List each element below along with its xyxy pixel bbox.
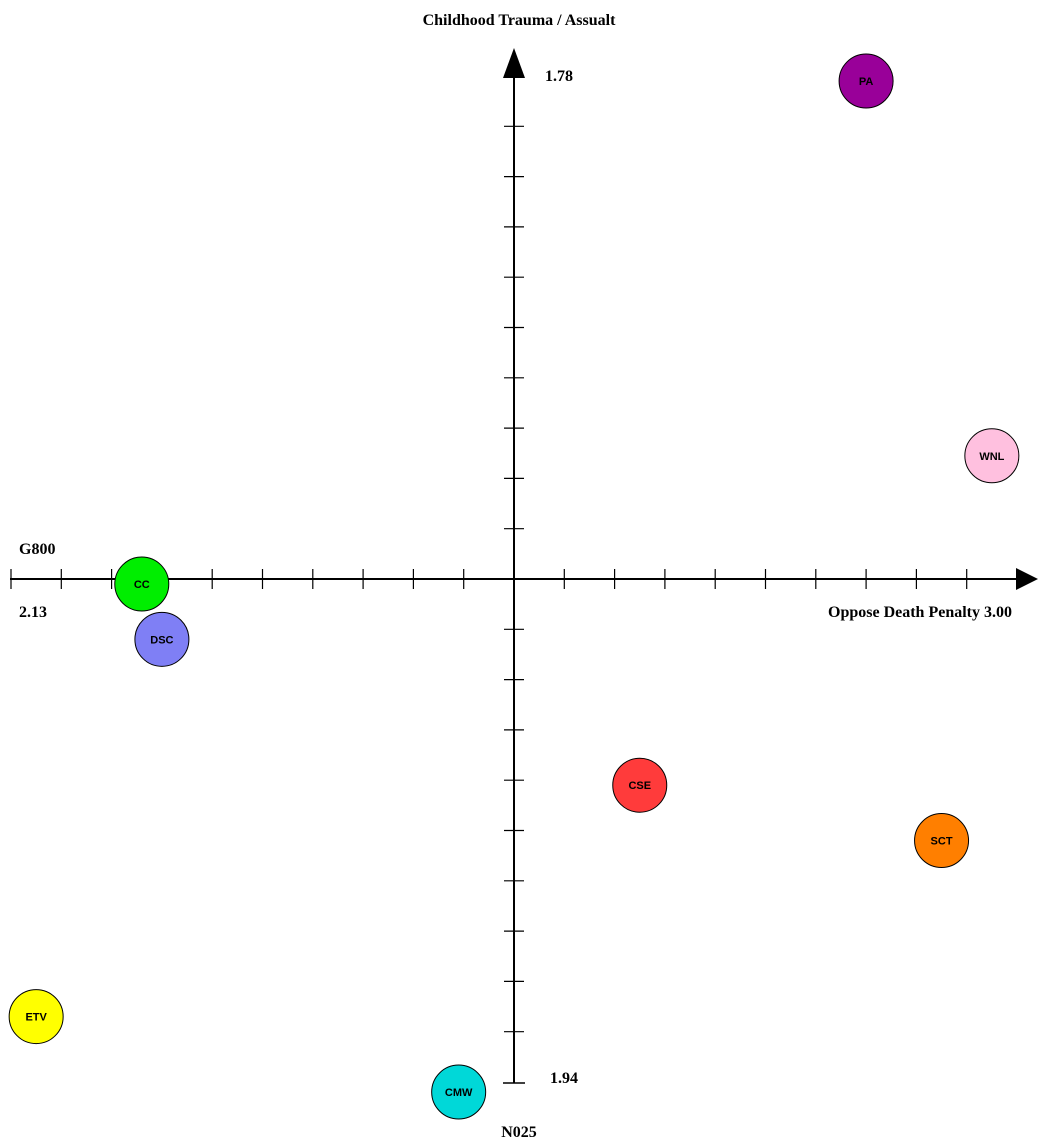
x-axis-arrow	[1016, 568, 1038, 590]
point-label: SCT	[931, 836, 953, 848]
point-marker	[114, 556, 170, 612]
x-axis-right-label: Oppose Death Penalty 3.00	[828, 604, 1012, 622]
point-label: ETV	[25, 1012, 47, 1024]
point-label: WNL	[979, 451, 1004, 463]
data-point-pa: PA	[838, 53, 894, 109]
point-marker	[838, 53, 894, 109]
data-point-sct: SCT	[914, 813, 970, 869]
y-axis-arrow	[503, 48, 525, 78]
data-point-dsc: DSC	[134, 611, 190, 667]
axes	[10, 48, 1038, 1084]
chart-title: Childhood Trauma / Assualt	[422, 12, 616, 29]
point-label: PA	[859, 76, 874, 88]
data-point-cse: CSE	[612, 757, 668, 813]
x-axis-max-label: 3.00	[984, 604, 1012, 621]
point-marker	[914, 813, 970, 869]
data-point-cmw: CMW	[431, 1064, 487, 1120]
point-marker	[431, 1064, 487, 1120]
point-label: CSE	[628, 780, 651, 792]
x-axis-name: Oppose Death Penalty	[828, 604, 980, 621]
axis-ticks	[10, 75, 1018, 1033]
data-point-etv: ETV	[8, 989, 64, 1045]
point-marker	[134, 611, 190, 667]
y-axis-max-label: 1.78	[545, 68, 573, 85]
point-marker	[964, 428, 1020, 484]
x-axis-min-label: 2.13	[19, 604, 47, 621]
point-label: CC	[134, 579, 150, 591]
data-points: PA WNL CC DSC CSE SCT ETV CMW	[8, 53, 1020, 1120]
bottom-label: N025	[501, 1124, 537, 1141]
point-label: CMW	[445, 1087, 473, 1099]
point-marker	[612, 757, 668, 813]
y-axis-min-label: 1.94	[550, 1070, 578, 1087]
data-point-wnl: WNL	[964, 428, 1020, 484]
x-axis-left-name: G800	[19, 541, 56, 558]
point-marker	[8, 989, 64, 1045]
data-point-cc: CC	[114, 556, 170, 612]
point-label: DSC	[150, 634, 173, 646]
